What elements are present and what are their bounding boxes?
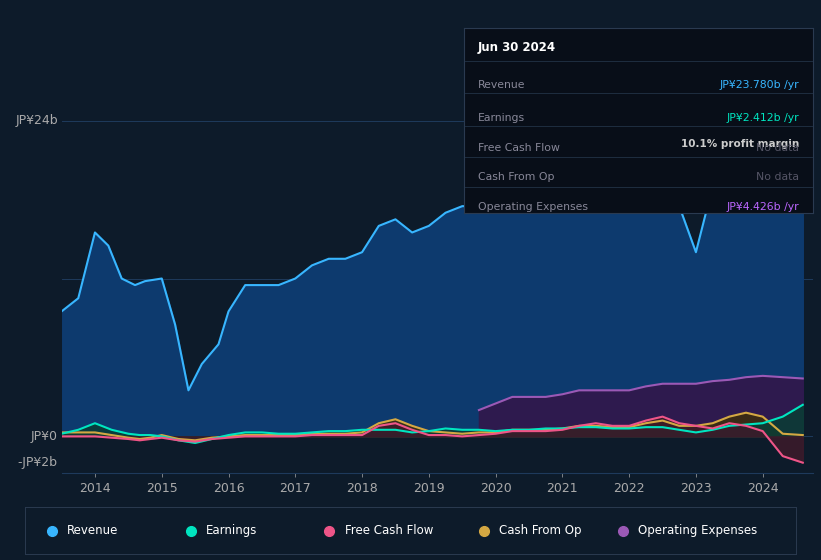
Text: Free Cash Flow: Free Cash Flow	[345, 524, 433, 537]
Text: Earnings: Earnings	[206, 524, 257, 537]
Text: Revenue: Revenue	[67, 524, 118, 537]
Text: Free Cash Flow: Free Cash Flow	[478, 143, 560, 152]
Text: JP¥2.412b /yr: JP¥2.412b /yr	[727, 113, 799, 123]
Text: -JP¥2b: -JP¥2b	[18, 456, 57, 469]
Text: No data: No data	[756, 172, 799, 182]
Text: No data: No data	[756, 143, 799, 152]
Text: Operating Expenses: Operating Expenses	[638, 524, 758, 537]
Text: Cash From Op: Cash From Op	[499, 524, 582, 537]
Text: JP¥24b: JP¥24b	[16, 114, 57, 127]
Text: Revenue: Revenue	[478, 80, 525, 90]
Text: Jun 30 2024: Jun 30 2024	[478, 41, 556, 54]
Text: 10.1% profit margin: 10.1% profit margin	[681, 139, 799, 149]
Text: Cash From Op: Cash From Op	[478, 172, 554, 182]
Text: JP¥23.780b /yr: JP¥23.780b /yr	[719, 80, 799, 90]
Text: Earnings: Earnings	[478, 113, 525, 123]
Text: Operating Expenses: Operating Expenses	[478, 202, 588, 212]
Text: JP¥4.426b /yr: JP¥4.426b /yr	[727, 202, 799, 212]
Text: JP¥0: JP¥0	[31, 430, 57, 443]
